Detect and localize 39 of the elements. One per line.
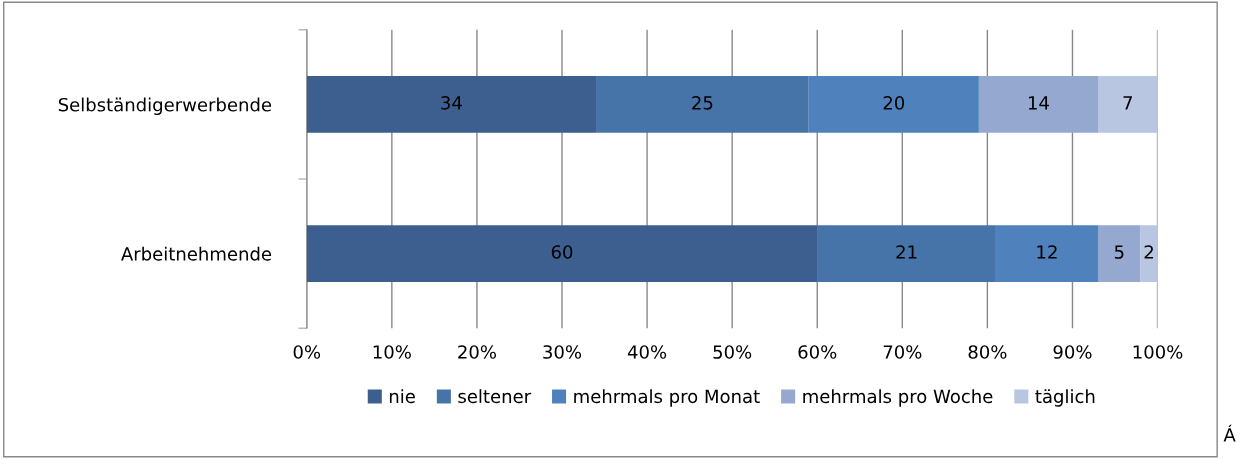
bar: [1140, 225, 1158, 282]
data-label: 60: [551, 245, 573, 259]
x-tick-label: 90%: [1053, 345, 1092, 359]
data-label: 25: [692, 96, 713, 110]
bar: [1097, 76, 1158, 133]
bar: [306, 225, 818, 282]
bar: [817, 225, 996, 282]
x-tick-label: 70%: [883, 345, 922, 359]
x-tick-label: 80%: [968, 345, 1007, 359]
legend-label: mehrmals pro Monat: [574, 389, 760, 407]
x-tick-label: 20%: [458, 345, 496, 359]
x-tick-label: 100%: [1133, 345, 1183, 359]
legend-label: seltener: [458, 389, 532, 404]
data-label: 20: [883, 96, 905, 110]
legend-label: täglich: [1035, 389, 1095, 407]
data-label: 14: [1028, 96, 1049, 110]
x-tick-label: 30%: [543, 345, 582, 359]
bar: [306, 76, 597, 133]
bar: [978, 76, 1098, 133]
data-label: 21: [896, 245, 917, 259]
bar: [1097, 225, 1141, 282]
legend-label: nie: [389, 389, 415, 404]
bar: [808, 76, 979, 133]
y-tick-label: Selbständigerwerbende: [58, 97, 272, 116]
data-label: 12: [1037, 245, 1057, 259]
data-label: 2: [1144, 245, 1153, 259]
x-tick-label: 40%: [627, 345, 667, 359]
text: Á: [1223, 424, 1236, 442]
x-tick-label: 0%: [293, 345, 321, 359]
data-label: 34: [441, 96, 462, 110]
y-tick-label: Arbeitnehmende: [121, 246, 272, 261]
bar: [995, 225, 1098, 282]
x-tick-label: 50%: [713, 345, 752, 359]
x-tick-label: 60%: [798, 345, 837, 359]
bar: [596, 76, 809, 133]
data-label: 7: [1123, 96, 1132, 110]
data-label: 5: [1114, 245, 1124, 259]
x-tick-label: 10%: [373, 345, 411, 359]
legend-label: mehrmals pro Woche: [803, 389, 993, 407]
